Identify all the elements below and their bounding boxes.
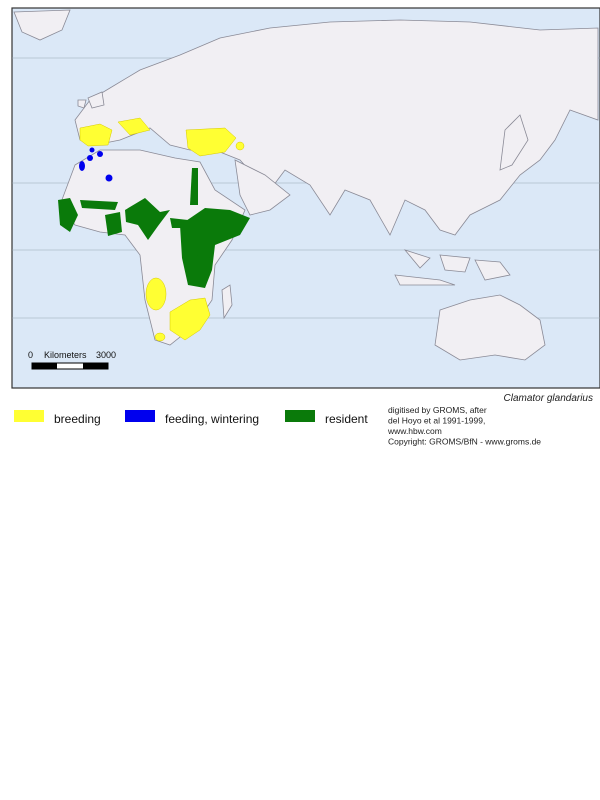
legend-label: resident (325, 412, 368, 426)
legend-label: feeding, wintering (165, 412, 259, 426)
legend-swatch (285, 410, 315, 422)
breeding-range (79, 117, 245, 342)
landmasses (13, 9, 599, 361)
scale-unit: Kilometers (44, 350, 87, 360)
wintering-range (79, 147, 113, 182)
credit-line: www.hbw.com (387, 426, 442, 436)
legend-swatch (125, 410, 155, 422)
credit-line: del Hoyo et al 1991-1999, (388, 416, 485, 426)
legend: breeding feeding, wintering resident (14, 410, 368, 426)
scale-bar: 0 Kilometers 3000 (28, 350, 116, 370)
legend-swatch (14, 410, 44, 422)
credit-line: digitised by GROMS, after (388, 405, 487, 415)
scale-end: 3000 (96, 350, 116, 360)
scale-start: 0 (28, 350, 33, 360)
credit-line: Copyright: GROMS/BfN - www.groms.de (388, 437, 541, 447)
legend-label: breeding (54, 412, 101, 426)
species-name: Clamator glandarius (504, 393, 594, 404)
resident-range (58, 168, 250, 288)
